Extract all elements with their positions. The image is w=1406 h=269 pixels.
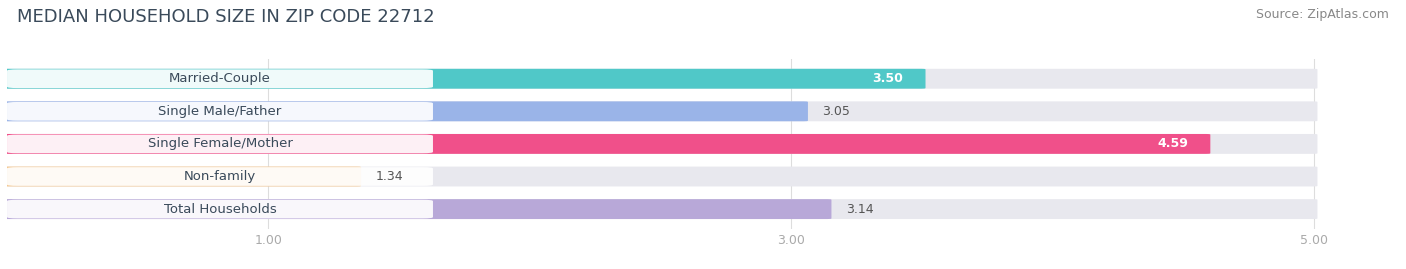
Text: MEDIAN HOUSEHOLD SIZE IN ZIP CODE 22712: MEDIAN HOUSEHOLD SIZE IN ZIP CODE 22712: [17, 8, 434, 26]
Text: 3.05: 3.05: [823, 105, 851, 118]
FancyBboxPatch shape: [3, 101, 808, 121]
FancyBboxPatch shape: [3, 134, 1317, 154]
Text: Single Female/Mother: Single Female/Mother: [148, 137, 292, 150]
FancyBboxPatch shape: [3, 167, 361, 186]
Text: Non-family: Non-family: [184, 170, 256, 183]
Text: Source: ZipAtlas.com: Source: ZipAtlas.com: [1256, 8, 1389, 21]
FancyBboxPatch shape: [3, 69, 1317, 89]
FancyBboxPatch shape: [3, 199, 831, 219]
Text: Total Households: Total Households: [163, 203, 277, 215]
FancyBboxPatch shape: [7, 200, 433, 218]
FancyBboxPatch shape: [3, 167, 1317, 186]
FancyBboxPatch shape: [7, 167, 433, 186]
Text: Married-Couple: Married-Couple: [169, 72, 271, 85]
FancyBboxPatch shape: [7, 134, 433, 153]
Text: 4.59: 4.59: [1157, 137, 1188, 150]
Text: 3.50: 3.50: [873, 72, 903, 85]
FancyBboxPatch shape: [3, 134, 1211, 154]
FancyBboxPatch shape: [7, 102, 433, 121]
FancyBboxPatch shape: [3, 101, 1317, 121]
FancyBboxPatch shape: [3, 199, 1317, 219]
FancyBboxPatch shape: [7, 69, 433, 88]
Text: 1.34: 1.34: [375, 170, 404, 183]
Text: 3.14: 3.14: [846, 203, 873, 215]
FancyBboxPatch shape: [3, 69, 925, 89]
Text: Single Male/Father: Single Male/Father: [159, 105, 281, 118]
